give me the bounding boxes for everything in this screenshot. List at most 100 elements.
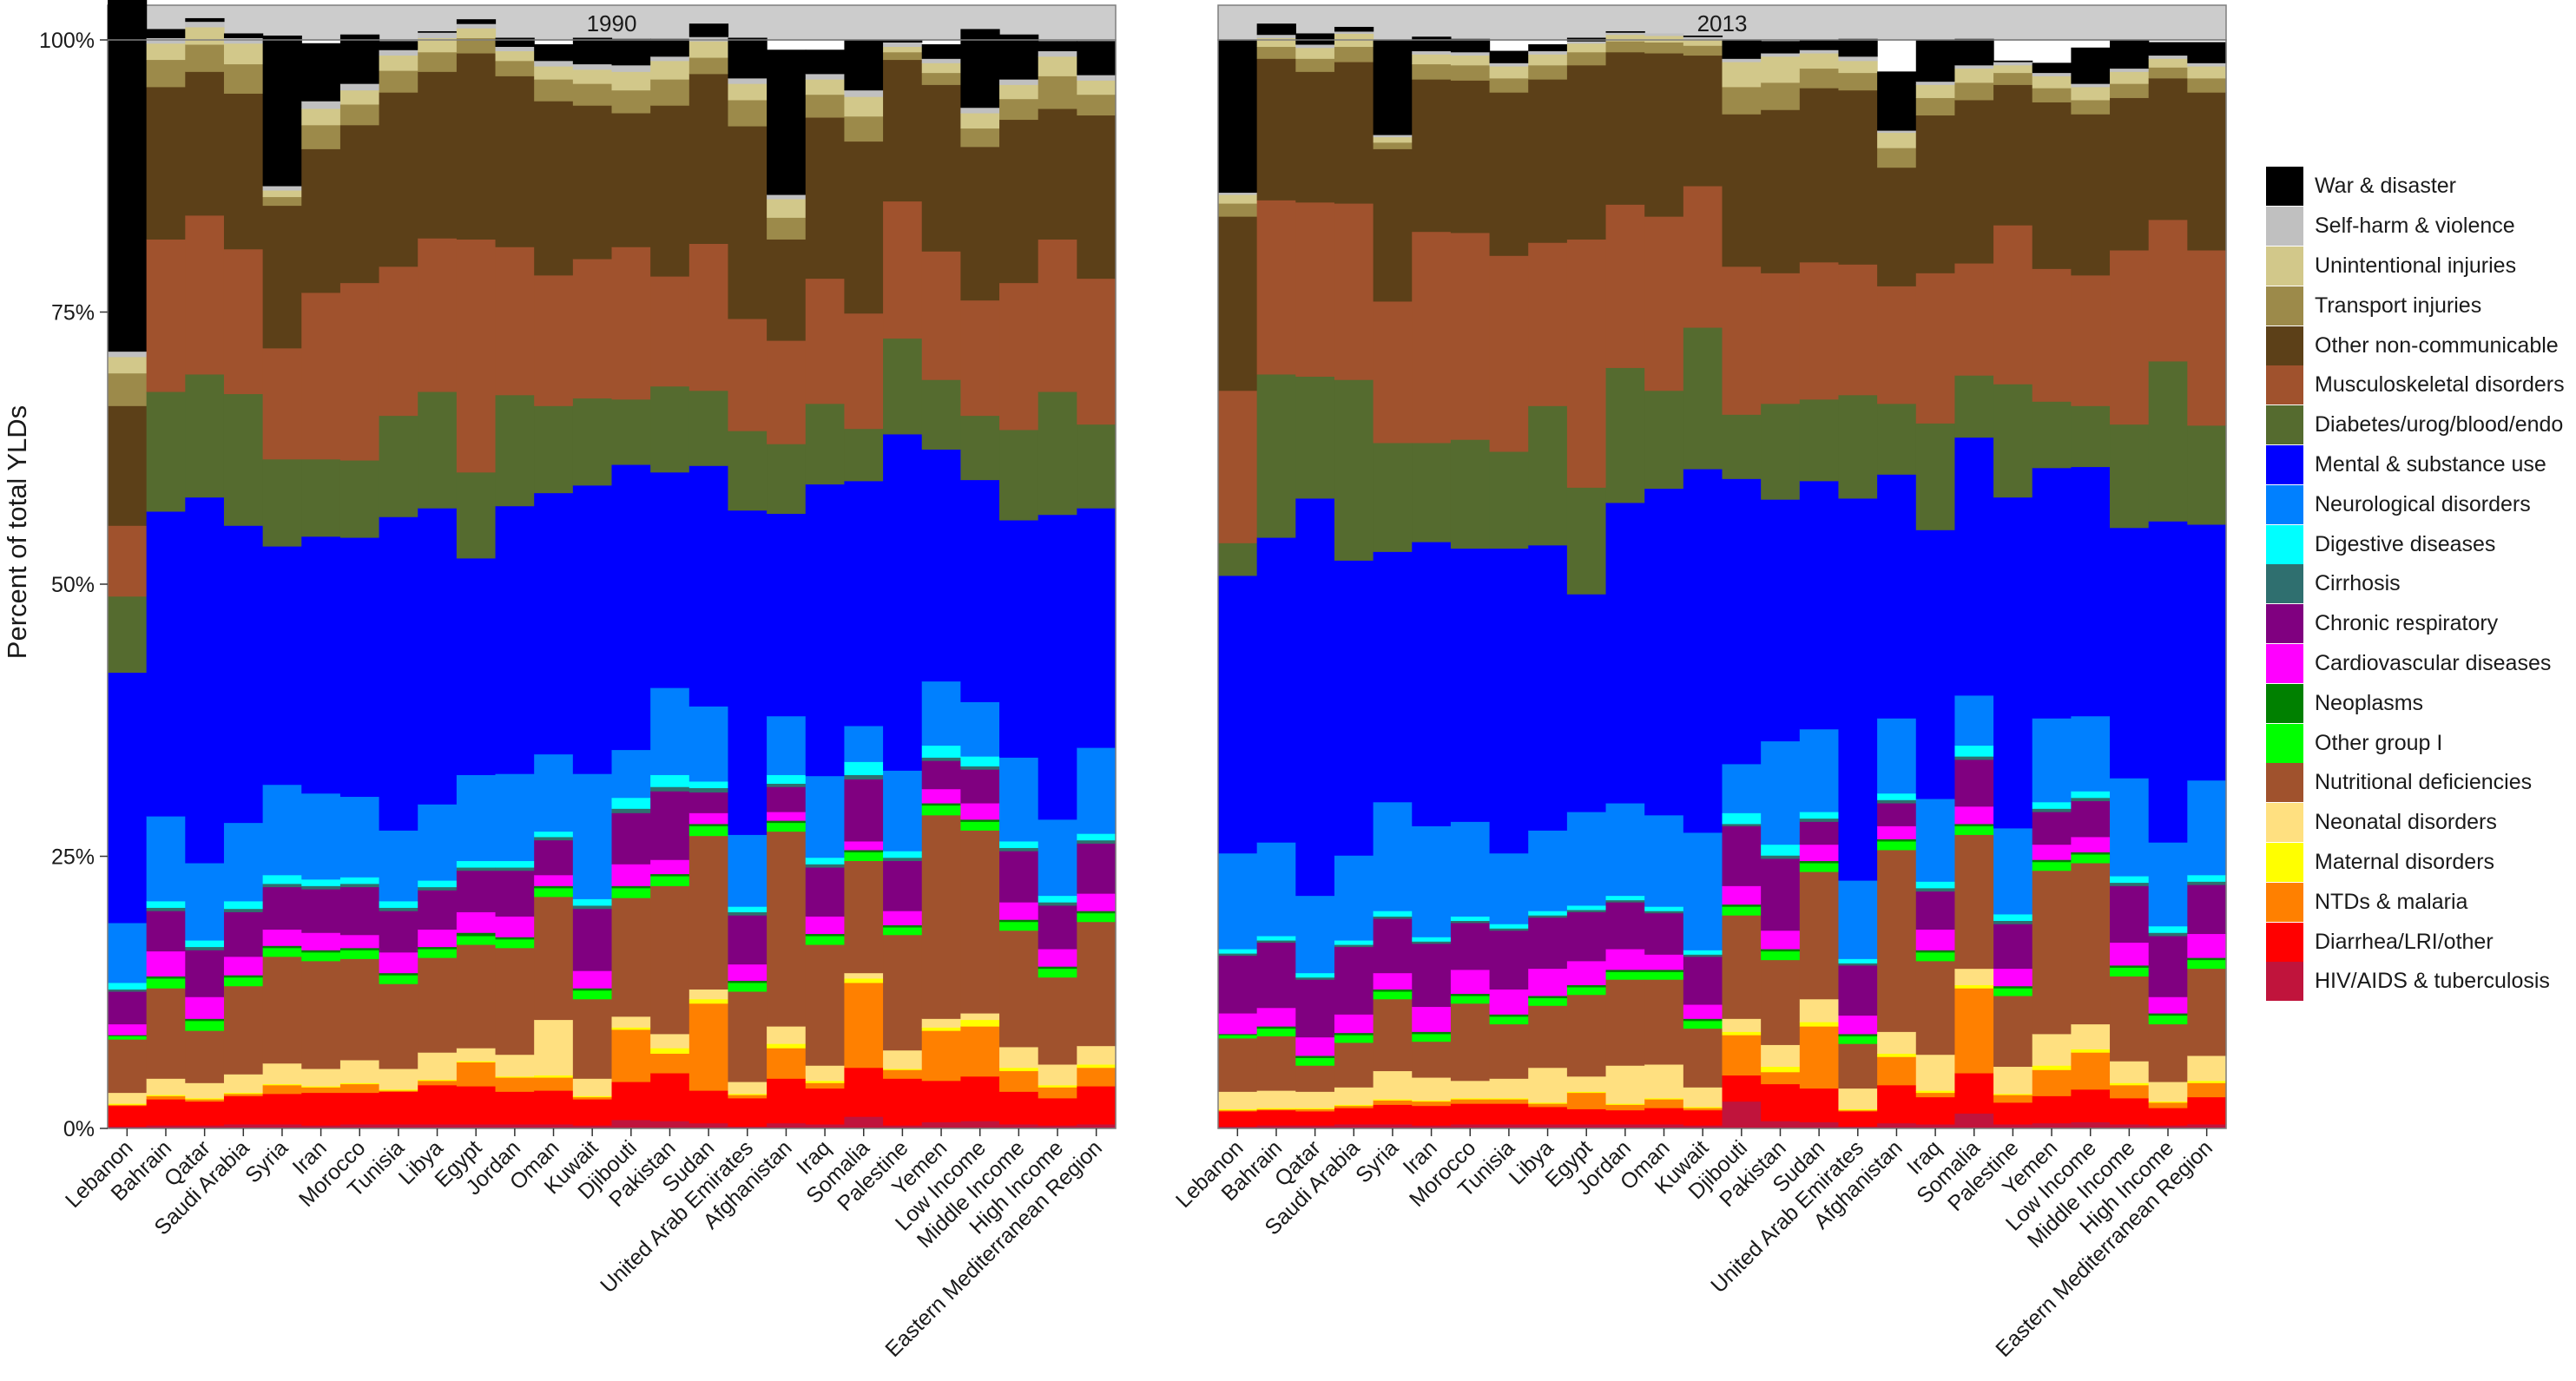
- bar-segment: [1450, 993, 1491, 996]
- bar-segment: [2148, 360, 2188, 522]
- bar-segment: [1450, 1099, 1491, 1104]
- bar-segment: [1877, 799, 1917, 804]
- bar-segment: [301, 292, 341, 460]
- bar-segment: [1528, 1123, 1568, 1129]
- bar-segment: [146, 988, 186, 1079]
- bar-segment: [2110, 964, 2150, 968]
- bar-segment: [572, 1125, 613, 1129]
- bar-segment: [185, 1020, 225, 1031]
- bar-segment: [1077, 747, 1117, 834]
- bar-segment: [1334, 1105, 1374, 1108]
- bar-segment: [921, 760, 961, 790]
- bar-segment: [2110, 71, 2150, 84]
- bar-segment: [1838, 56, 1878, 62]
- bar-segment: [767, 194, 807, 200]
- bar-segment: [728, 963, 768, 981]
- bar-segment: [767, 1026, 807, 1044]
- bar-segment: [999, 1123, 1039, 1129]
- bar-segment: [223, 985, 264, 1075]
- bar-segment: [223, 900, 264, 910]
- bar-segment: [146, 816, 186, 902]
- bar-segment: [418, 30, 458, 33]
- bar-segment: [495, 394, 535, 507]
- bar-segment: [1915, 929, 1956, 950]
- bar-segment: [262, 945, 302, 949]
- bar-segment: [1954, 745, 1994, 757]
- bar-segment: [185, 1030, 225, 1083]
- bar-segment: [844, 480, 884, 727]
- bar-segment: [1838, 1126, 1878, 1129]
- bar-segment: [1218, 575, 1258, 854]
- bar-segment: [108, 672, 148, 924]
- bar-segment: [185, 946, 225, 950]
- bar-segment: [2071, 715, 2111, 792]
- bar-segment: [2032, 102, 2072, 269]
- bar-segment: [339, 886, 380, 936]
- bar-segment: [1295, 1055, 1335, 1058]
- bar-segment: [1915, 40, 1956, 82]
- bar-segment: [1993, 1123, 2033, 1129]
- bar-segment: [1722, 885, 1762, 905]
- bar-segment: [456, 936, 497, 945]
- bar-segment: [1722, 763, 1762, 813]
- bar-segment: [1799, 860, 1840, 864]
- bar-segment: [1993, 84, 2033, 226]
- bar-segment: [1838, 963, 1878, 966]
- bar-segment: [262, 35, 302, 187]
- bar-segment: [572, 970, 613, 989]
- bar-segment: [1295, 895, 1335, 974]
- bar-segment: [2032, 268, 2072, 402]
- bar-segment: [688, 787, 729, 793]
- bar-segment: [418, 929, 458, 948]
- bar-segment: [1877, 1056, 1917, 1086]
- bar-segment: [1644, 971, 1684, 980]
- bar-segment: [999, 520, 1039, 758]
- bar-segment: [1450, 548, 1491, 822]
- bar-segment: [1489, 928, 1529, 931]
- legend-label: Neoplasms: [2315, 690, 2424, 715]
- legend-swatch: [2266, 604, 2303, 644]
- bar-segment: [1644, 1064, 1684, 1099]
- bar-segment: [960, 113, 1000, 129]
- bar-segment: [921, 745, 961, 758]
- legend-item: Self-harm & violence: [2266, 207, 2565, 247]
- bar-segment: [534, 896, 574, 1021]
- bar-segment: [650, 276, 690, 387]
- bar-segment: [262, 347, 302, 460]
- bar-segment: [844, 726, 884, 762]
- bar-segment: [223, 37, 264, 44]
- panel-strip-label: 1990: [587, 10, 637, 36]
- bar-segment: [2110, 97, 2150, 251]
- bar-segment: [1077, 115, 1117, 279]
- bar-segment: [960, 299, 1000, 417]
- bar-segment: [1799, 1121, 1840, 1129]
- bar-segment: [1412, 54, 1452, 65]
- bar-segment: [1838, 1036, 1878, 1044]
- bar-segment: [1450, 996, 1491, 1004]
- bar-segment: [2071, 791, 2111, 799]
- bar-segment: [611, 71, 651, 91]
- legend-swatch: [2266, 763, 2303, 803]
- bar-segment: [805, 1082, 846, 1089]
- bar-segment: [108, 1105, 148, 1127]
- bar-segment: [611, 89, 651, 114]
- bar-segment: [767, 1043, 807, 1049]
- bar-segment: [1877, 130, 1917, 134]
- bar-segment: [2187, 1055, 2227, 1082]
- legend-swatch: [2266, 882, 2303, 922]
- bar-segment: [146, 1095, 186, 1096]
- bar-segment: [1334, 1104, 1374, 1107]
- bar-segment: [456, 557, 497, 775]
- bar-segment: [1799, 998, 1840, 1023]
- bar-segment: [1954, 437, 1994, 696]
- bar-segment: [379, 951, 418, 974]
- legend-item: Musculoskeletal disorders: [2266, 365, 2565, 405]
- bar-segment: [921, 1080, 961, 1122]
- bar-segment: [2187, 62, 2227, 67]
- bar-segment: [1295, 58, 1335, 72]
- bar-segment: [921, 72, 961, 85]
- bar-segment: [2187, 959, 2227, 970]
- bar-segment: [611, 1016, 651, 1028]
- bar-segment: [688, 23, 729, 37]
- bar-segment: [1077, 508, 1117, 748]
